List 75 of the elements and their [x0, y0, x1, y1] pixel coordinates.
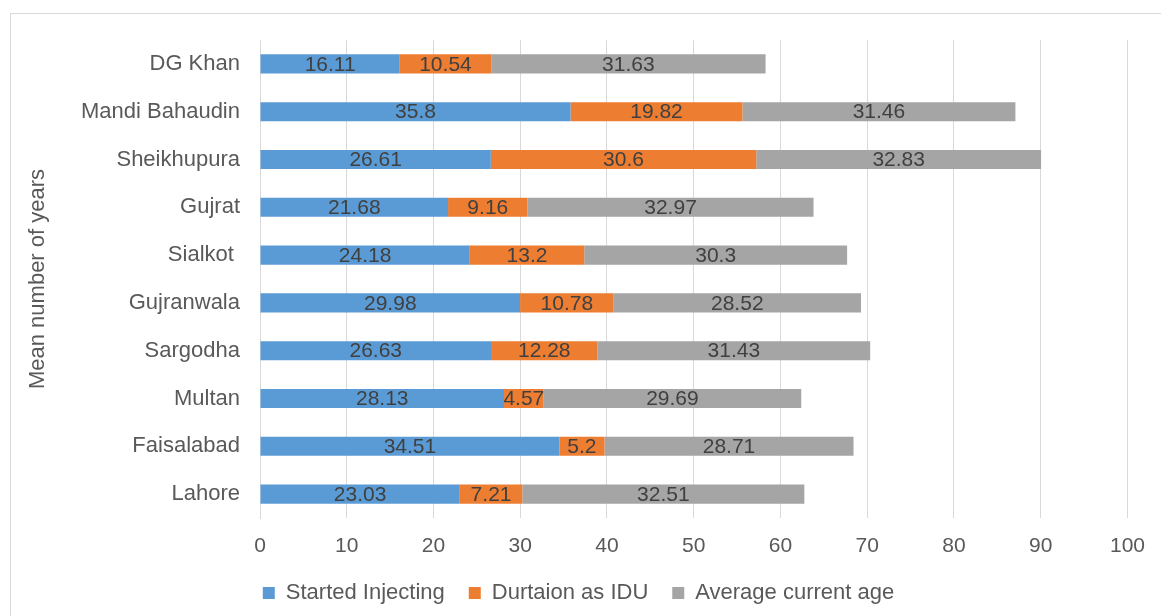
data-label: 10.78 [540, 290, 594, 314]
bar [260, 245, 470, 265]
bar [527, 197, 814, 217]
bar [597, 341, 871, 361]
y-tick-label: Sargodha [144, 336, 241, 362]
data-label: 7.21 [470, 481, 512, 505]
y-tick-label: Multan [173, 384, 240, 410]
data-label: 24.18 [338, 242, 392, 266]
bar [613, 293, 861, 313]
x-tick-label: 60 [768, 533, 793, 557]
bar [756, 149, 1042, 170]
data-label: 31.43 [707, 338, 761, 362]
legend-label: Average current age [695, 579, 895, 605]
bar [742, 102, 1016, 122]
data-label: 30.6 [603, 147, 644, 171]
x-tick-label: 100 [1109, 533, 1145, 557]
data-label: 28.71 [702, 434, 756, 458]
bar [490, 149, 757, 170]
data-label: 9.16 [467, 195, 509, 219]
data-label: 32.51 [637, 481, 690, 505]
bar [260, 484, 460, 504]
data-label: 31.46 [852, 99, 906, 123]
data-label: 31.63 [602, 51, 655, 75]
y-axis-title: Mean number of years [24, 168, 50, 390]
data-label: 26.61 [349, 147, 402, 171]
data-label: 28.13 [355, 386, 409, 410]
data-label: 30.3 [695, 242, 737, 266]
data-label: 26.63 [349, 338, 403, 362]
data-label: 5.2 [567, 434, 597, 458]
data-label: 10.54 [419, 51, 473, 75]
x-tick-label: 70 [855, 533, 879, 557]
y-tick-label: Sheikhupura [116, 145, 241, 171]
x-tick-label: 0 [254, 533, 266, 557]
data-label: 21.68 [328, 195, 381, 219]
x-tick-label: 80 [942, 533, 966, 557]
data-label: 29.69 [646, 386, 699, 410]
data-label: 28.52 [711, 290, 764, 314]
y-tick-label: Mandi Bahaudin [80, 97, 240, 123]
data-label: 34.51 [383, 434, 437, 458]
y-tick-label: Faisalabad [132, 432, 240, 458]
x-tick-label: 20 [421, 533, 446, 557]
bar [260, 102, 571, 122]
bar [522, 484, 805, 504]
x-tick-label: 40 [595, 533, 619, 557]
data-label: 19.82 [630, 99, 683, 123]
y-tick-label: Gujranwala [128, 288, 241, 314]
data-label: 23.03 [333, 481, 387, 505]
data-label: 35.8 [395, 99, 436, 123]
x-tick-label: 50 [682, 533, 706, 557]
data-label: 13.2 [506, 242, 548, 266]
x-tick-label: 30 [508, 533, 532, 557]
bar [584, 245, 848, 265]
y-tick-label: Sialkot [167, 241, 240, 267]
bar [604, 436, 854, 456]
data-label: 32.97 [644, 195, 697, 219]
bar [260, 293, 521, 313]
bar [260, 197, 449, 217]
bar [260, 436, 560, 456]
y-tick-label: Gujrat [180, 193, 240, 219]
legend-label: Started Injecting [285, 579, 445, 605]
x-tick-label: 90 [1029, 533, 1053, 557]
bar [260, 149, 491, 170]
data-label: 32.83 [872, 147, 925, 171]
x-tick-label: 10 [335, 533, 359, 557]
bar [260, 341, 492, 361]
data-label: 16.11 [304, 51, 356, 75]
y-tick-label: DG Khan [149, 49, 240, 75]
bar [491, 54, 766, 74]
legend-label: Durtaion as IDU [491, 579, 649, 605]
data-label: 12.28 [517, 338, 571, 362]
data-label: 29.98 [364, 290, 417, 314]
bar [543, 388, 802, 409]
y-tick-label: Lahore [171, 480, 240, 506]
bar [260, 388, 505, 409]
data-label: 4.57 [503, 386, 545, 410]
